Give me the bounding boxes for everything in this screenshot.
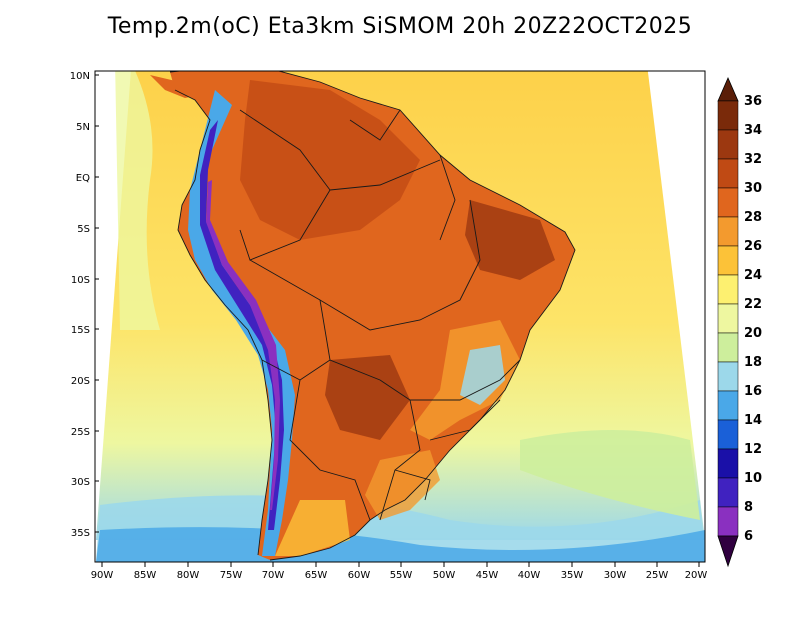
colorbar-label: 36 [744,94,762,109]
lat-label-25s: 25S [71,427,90,438]
lon-label-40w: 40W [518,570,541,581]
lat-label-5s: 5S [77,224,90,235]
andes-core [200,120,284,530]
colorbar-label: 6 [744,529,753,544]
colorbar-segment [717,419,739,450]
andes-peaks [206,180,280,510]
colorbar: 36 34 32 30 28 26 24 22 20 18 16 14 12 10 8 6 [717,76,762,568]
colorbar-label: 20 [744,326,762,341]
colorbar-segment [717,303,739,334]
colorbar-label: 30 [744,181,762,196]
colorbar-segment [717,158,739,189]
lon-label-80w: 80W [177,570,200,581]
colorbar-segment [717,390,739,421]
chaco-hot-zone [325,355,410,440]
lon-label-45w: 45W [476,570,499,581]
map-title: Temp.2m(oC) Eta3km SiSMOM 20h 20Z22OCT20… [107,14,693,39]
longitude-axis: 90W 85W 80W 75W 70W 65W 60W 55W 50W 45W … [91,562,708,581]
lat-label-5n: 5N [76,122,90,133]
lat-label-35s: 35S [71,528,90,539]
lat-label-20s: 20S [71,376,90,387]
lon-label-35w: 35W [561,570,584,581]
lat-label-10n: 10N [70,71,90,82]
patagonia-cool [275,500,350,556]
lat-label-30s: 30S [71,477,90,488]
colorbar-segment [717,100,739,131]
colorbar-label: 18 [744,355,762,370]
southeast-highlands [460,345,505,405]
colorbar-label: 22 [744,297,762,312]
map-field [96,71,705,562]
colorbar-top-arrow [717,76,739,102]
lat-label-15s: 15S [71,325,90,336]
colorbar-label: 26 [744,239,762,254]
lon-label-70w: 70W [262,570,285,581]
colorbar-segment [717,187,739,218]
colorbar-segment [717,361,739,392]
colorbar-segment [717,332,739,363]
lon-label-25w: 25W [646,570,669,581]
colorbar-label: 8 [744,500,753,515]
lon-label-75w: 75W [220,570,243,581]
lat-label-10s: 10S [71,275,90,286]
colorbar-label: 24 [744,268,762,283]
lon-label-20w: 20W [685,570,708,581]
latitude-axis: 10N 5N EQ 5S 10S 15S 20S 25S 30S 35S [70,71,99,539]
lon-label-60w: 60W [348,570,371,581]
political-borders [169,71,576,561]
colorbar-segment [717,477,739,508]
lon-label-30w: 30W [604,570,627,581]
colorbar-label: 34 [744,123,762,138]
atlantic-cool-zone [520,430,700,520]
southern-cold-band-deep [96,527,705,562]
colorbar-label: 16 [744,384,762,399]
colorbar-label: 10 [744,471,762,486]
colorbar-label: 12 [744,442,762,457]
colorbar-segment [717,129,739,160]
pacific-cool-zone [115,71,160,330]
colorbar-segment [717,274,739,305]
lon-label-55w: 55W [390,570,413,581]
lon-label-85w: 85W [134,570,157,581]
southern-brazil-cool [365,450,440,520]
northeast-hot-zone [465,200,555,280]
colorbar-segment [717,216,739,247]
central-america-land [150,75,200,98]
colorbar-segment [717,448,739,479]
colorbar-segment [717,245,739,276]
amazon-hot-zone [240,80,420,240]
lon-label-65w: 65W [305,570,328,581]
lat-label-eq: EQ [76,173,90,184]
colorbar-label: 32 [744,152,762,167]
lon-label-90w: 90W [91,570,114,581]
colorbar-label: 28 [744,210,762,225]
colorbar-bottom-arrow [717,535,739,568]
colorbar-label: 14 [744,413,762,428]
colorbar-segment [717,506,739,537]
lon-label-50w: 50W [433,570,456,581]
map-frame [94,70,706,563]
